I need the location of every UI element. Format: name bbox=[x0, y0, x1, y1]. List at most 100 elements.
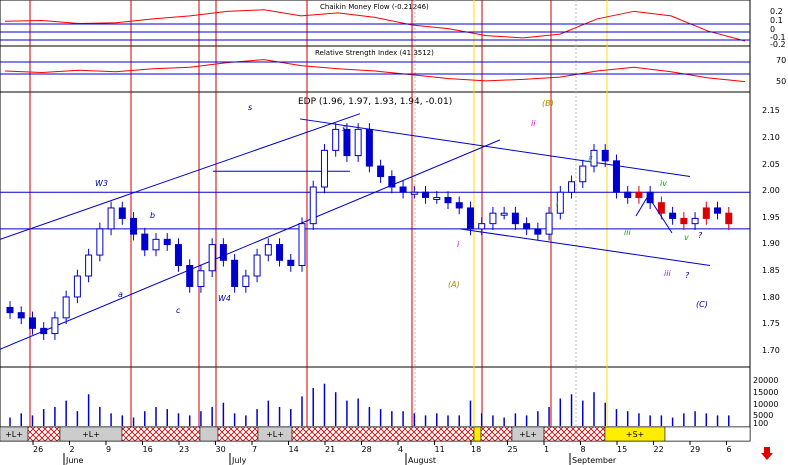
candle-body bbox=[130, 217, 138, 235]
x-tick-label: 21 bbox=[325, 445, 335, 454]
candle-body bbox=[309, 186, 317, 225]
volume-tick: 20000 bbox=[753, 376, 778, 385]
rsi-axis: 70 50 bbox=[776, 56, 786, 86]
candle-body bbox=[568, 181, 576, 193]
candle-body bbox=[6, 306, 14, 314]
candle-body bbox=[478, 223, 486, 230]
wave-label: i bbox=[556, 199, 559, 208]
price-panel bbox=[0, 91, 751, 368]
trend-line bbox=[0, 113, 361, 240]
candle-body bbox=[489, 212, 497, 225]
candle-body bbox=[433, 196, 441, 200]
price-tick: 1.75 bbox=[762, 319, 780, 328]
candle-body bbox=[298, 223, 306, 267]
candle-body bbox=[118, 207, 126, 219]
x-tick-label: 14 bbox=[289, 445, 299, 454]
signal-segment bbox=[473, 426, 482, 442]
rsi-tick: 70 bbox=[776, 56, 786, 65]
x-tick-label: 7 bbox=[252, 445, 257, 454]
cmf-tick: 0.2 bbox=[770, 7, 783, 16]
signal-segment bbox=[121, 426, 201, 442]
signal-segments: +L+ +L+ +L+ +L+ +S+ bbox=[0, 426, 751, 442]
candle-body bbox=[657, 202, 665, 214]
x-tick-label: 11 bbox=[435, 445, 445, 454]
volume-tick: 15000 bbox=[753, 388, 778, 397]
candle-body bbox=[107, 207, 115, 230]
x-tick-label: 8 bbox=[581, 445, 586, 454]
price-tick: 1.95 bbox=[762, 213, 780, 222]
rsi-series bbox=[4, 59, 746, 83]
rsi-title: Relative Strength Index (41.3512) bbox=[315, 49, 434, 57]
x-tick-label: 26 bbox=[33, 445, 43, 454]
candle-body bbox=[85, 254, 93, 277]
candle-body bbox=[163, 238, 171, 246]
candle-body bbox=[534, 228, 542, 235]
wave-label: iii bbox=[624, 228, 631, 237]
candle-body bbox=[455, 202, 463, 209]
cmf-tick: 0 bbox=[770, 25, 775, 34]
volume-axis: 20000 15000 10000 5000 100 bbox=[753, 376, 778, 428]
wave-label: b bbox=[150, 211, 155, 220]
candle-body bbox=[410, 191, 418, 195]
candle-body bbox=[500, 212, 508, 216]
volume-tick: 10000 bbox=[753, 400, 778, 409]
candle-body bbox=[197, 270, 205, 287]
trend-line bbox=[459, 228, 711, 267]
x-tick-label: 29 bbox=[690, 445, 700, 454]
signal-label: +L+ bbox=[266, 430, 284, 439]
candle-body bbox=[624, 191, 632, 198]
candle-body bbox=[320, 149, 328, 188]
volume-tick: 5000 bbox=[753, 411, 773, 420]
signal-segment bbox=[27, 426, 61, 442]
candle-body bbox=[702, 207, 710, 219]
price-tick: 1.90 bbox=[762, 239, 780, 248]
candle-body bbox=[669, 212, 677, 219]
candle-body bbox=[545, 212, 553, 235]
candle-body bbox=[51, 317, 59, 335]
candle-body bbox=[152, 238, 160, 251]
cmf-axis: 0.2 0.1 0 -0.1 -0.2 bbox=[770, 7, 786, 49]
candle-body bbox=[73, 275, 81, 298]
candle-body bbox=[174, 244, 182, 267]
candle-body bbox=[511, 212, 519, 225]
candle-body bbox=[186, 265, 194, 287]
month-label: August bbox=[408, 456, 436, 465]
signal-segment bbox=[543, 426, 606, 442]
down-arrow-icon bbox=[761, 447, 773, 460]
candle-body bbox=[399, 186, 407, 193]
price-tick: 2.10 bbox=[762, 133, 780, 142]
candle-body bbox=[242, 275, 250, 287]
signal-segment bbox=[480, 426, 513, 442]
cmf-series bbox=[4, 9, 746, 42]
x-tick-label: 18 bbox=[471, 445, 481, 454]
signal-label: +S+ bbox=[626, 430, 644, 439]
price-tick: 1.80 bbox=[762, 293, 780, 302]
candle-body bbox=[523, 223, 531, 230]
x-tick-label: 22 bbox=[654, 445, 664, 454]
volume-panel bbox=[0, 366, 751, 428]
candle-body bbox=[253, 254, 261, 277]
candle-body bbox=[219, 244, 227, 261]
candle-body bbox=[579, 165, 587, 183]
candle-body bbox=[276, 244, 284, 261]
wave-label: W3 bbox=[95, 179, 108, 188]
candle-body bbox=[466, 207, 474, 230]
signal-label: +L+ bbox=[519, 430, 537, 439]
signal-label: +L+ bbox=[5, 430, 23, 439]
candle-body bbox=[231, 259, 239, 287]
candle-body bbox=[680, 217, 688, 225]
candle-body bbox=[343, 128, 351, 157]
candle-body bbox=[40, 327, 48, 335]
wave-label: ? bbox=[685, 271, 690, 280]
x-tick-label: 1 bbox=[544, 445, 549, 454]
wave-label: iii bbox=[664, 269, 671, 278]
candle-body bbox=[287, 259, 295, 267]
candle-body bbox=[556, 191, 564, 214]
cmf-tick: 0.1 bbox=[770, 16, 783, 25]
price-tick: 1.85 bbox=[762, 266, 780, 275]
price-title: EDP (1.96, 1.97, 1.93, 1.94, -0.01) bbox=[298, 97, 452, 107]
candle-body bbox=[208, 244, 216, 272]
month-label: July bbox=[231, 456, 247, 465]
